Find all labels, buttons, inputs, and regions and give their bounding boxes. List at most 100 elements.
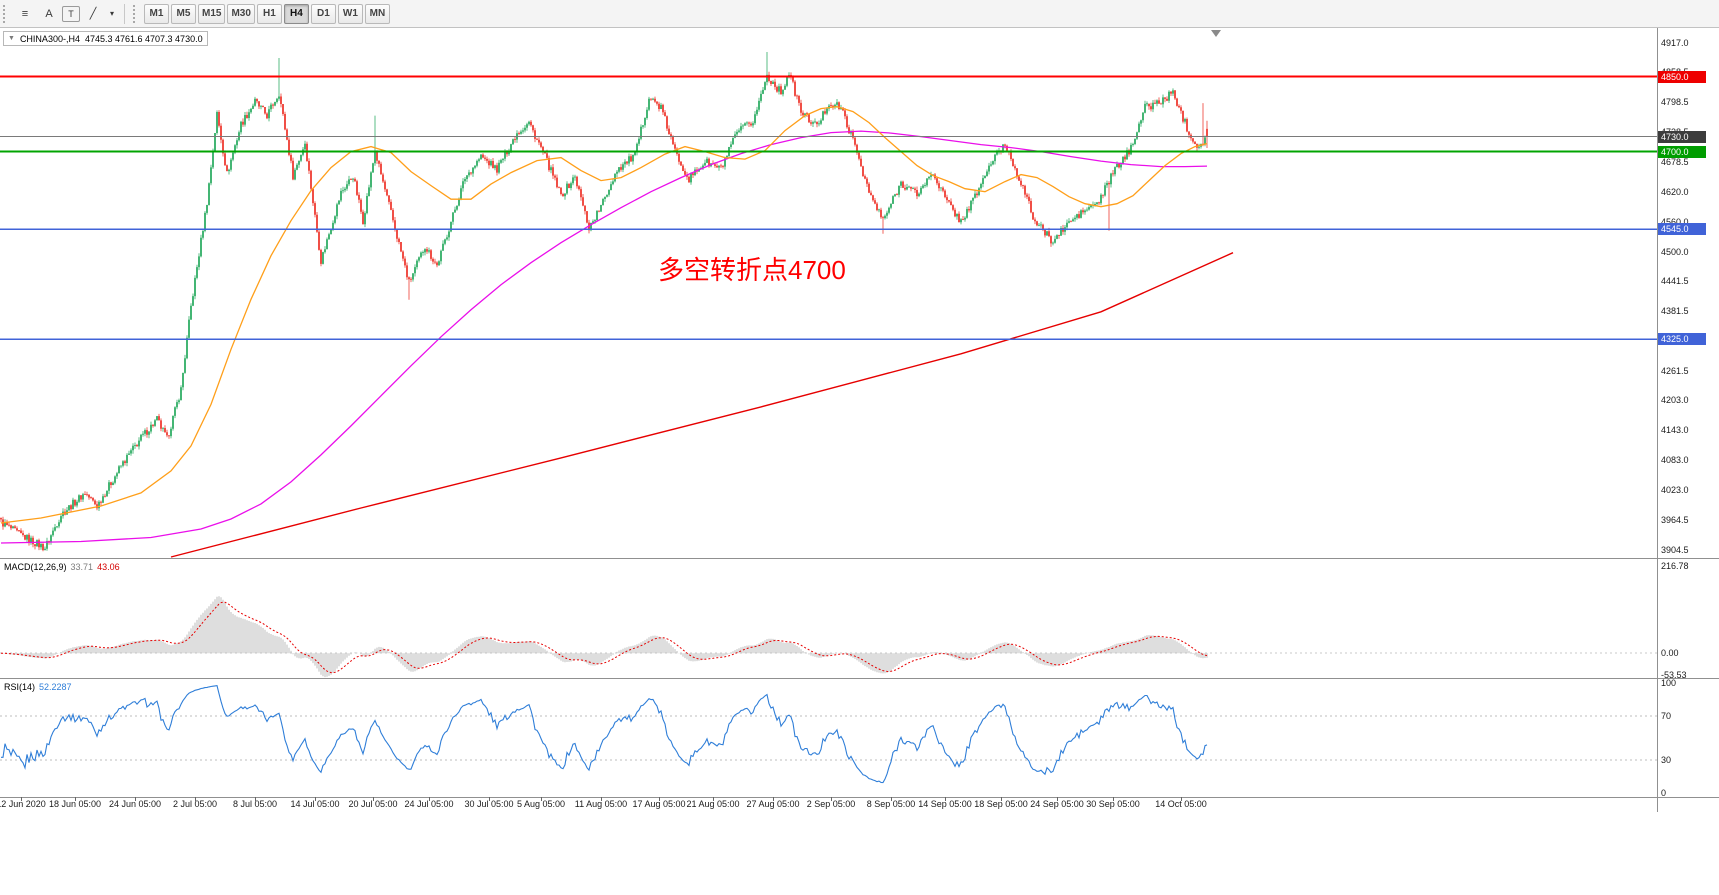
price-tick-4441.5: 4441.5 xyxy=(1661,276,1689,286)
timeframe-m1-button[interactable]: M1 xyxy=(144,3,169,24)
price-tick-4203.0: 4203.0 xyxy=(1661,395,1689,405)
macd-main-value: 33.71 xyxy=(70,562,94,572)
line-studies-toolbar: ≡ A T ╱ ▾ xyxy=(13,3,119,25)
rsi-label: RSI(14) 52.2287 xyxy=(4,682,72,692)
time-tick xyxy=(1057,797,1058,801)
time-tick xyxy=(891,797,892,801)
rsi-axis-70: 70 xyxy=(1661,711,1672,721)
price-marker-4700.0: 4700.0 xyxy=(1658,146,1706,158)
time-tick xyxy=(541,797,542,801)
timeframe-h1-button[interactable]: H1 xyxy=(256,3,282,24)
price-tick-4500.0: 4500.0 xyxy=(1661,247,1689,257)
time-label: 27 Aug 05:00 xyxy=(746,799,800,809)
rsi-axis-30: 30 xyxy=(1661,755,1672,765)
toolbar-drag-handle-2[interactable] xyxy=(133,4,139,23)
timeframe-mn-button[interactable]: MN xyxy=(364,3,390,24)
macd-axis-216.78: 216.78 xyxy=(1661,561,1689,571)
tools-dropdown-button[interactable]: ▾ xyxy=(106,3,118,25)
time-label: 24 Jun 05:00 xyxy=(108,799,162,809)
time-label: 21 Aug 05:00 xyxy=(686,799,740,809)
price-tick-3904.5: 3904.5 xyxy=(1661,545,1689,555)
timeframe-d1-button[interactable]: D1 xyxy=(310,3,336,24)
price-tick-4917.0: 4917.0 xyxy=(1661,38,1689,48)
panel-separator-rsi[interactable] xyxy=(0,678,1719,679)
symbol-label: CHINA300-,H4 xyxy=(19,33,80,44)
timeframes-toolbar: M1 M5 M15 M30 H1 H4 D1 W1 MN xyxy=(143,3,391,24)
time-tick xyxy=(195,797,196,801)
price-tick-4381.5: 4381.5 xyxy=(1661,306,1689,316)
timeframe-w1-button[interactable]: W1 xyxy=(337,3,363,24)
time-label: 2 Jul 05:00 xyxy=(172,799,218,809)
toolbar-separator xyxy=(124,3,125,24)
rsi-title: RSI(14) xyxy=(4,682,36,692)
rsi-line xyxy=(1,684,1208,784)
macd-signal-line xyxy=(1,601,1208,674)
ma-fast-line xyxy=(0,105,1208,524)
chart-objects-button[interactable]: ≡ xyxy=(14,3,36,25)
timeframe-h4-button[interactable]: H4 xyxy=(283,3,309,24)
time-tick xyxy=(135,797,136,801)
time-label: 30 Jul 05:00 xyxy=(464,799,514,809)
time-tick xyxy=(315,797,316,801)
macd-title: MACD(12,26,9) xyxy=(4,562,67,572)
macd-axis--53.53: -53.53 xyxy=(1661,670,1687,680)
symbol-header: ▼ CHINA300-,H4 4745.3 4761.6 4707.3 4730… xyxy=(3,31,208,46)
time-label: 12 Jun 2020 xyxy=(0,799,46,809)
time-axis-separator xyxy=(0,797,1719,798)
price-marker-4730.0: 4730.0 xyxy=(1658,131,1706,143)
toolbar-drag-handle[interactable] xyxy=(3,4,9,23)
toolbar: ≡ A T ╱ ▾ M1 M5 M15 M30 H1 H4 D1 W1 MN xyxy=(0,0,1719,28)
time-tick xyxy=(373,797,374,801)
time-tick xyxy=(21,797,22,801)
macd-panel[interactable] xyxy=(0,559,1657,678)
text-tool-button[interactable]: A xyxy=(38,3,60,25)
macd-signal-value: 43.06 xyxy=(97,562,120,572)
price-marker-4850.0: 4850.0 xyxy=(1658,71,1706,83)
trendline-tool-button[interactable]: ╱ xyxy=(82,3,104,25)
timeframe-m15-button[interactable]: M15 xyxy=(198,3,226,24)
time-label: 17 Aug 05:00 xyxy=(632,799,686,809)
time-label: 11 Aug 05:00 xyxy=(574,799,628,809)
price-tick-4798.5: 4798.5 xyxy=(1661,97,1689,107)
macd-histogram xyxy=(2,596,1208,678)
time-tick xyxy=(601,797,602,801)
time-tick xyxy=(75,797,76,801)
price-axis-border xyxy=(1657,28,1658,812)
main-price-chart[interactable] xyxy=(0,28,1657,558)
time-label: 20 Jul 05:00 xyxy=(348,799,398,809)
price-marker-4545.0: 4545.0 xyxy=(1658,223,1706,235)
rsi-panel[interactable] xyxy=(0,679,1657,797)
time-label: 2 Sep 05:00 xyxy=(806,799,856,809)
time-tick xyxy=(945,797,946,801)
time-tick xyxy=(429,797,430,801)
time-label: 8 Jul 05:00 xyxy=(232,799,278,809)
ma-mid-line xyxy=(0,130,1208,544)
rsi-axis-0: 0 xyxy=(1661,788,1667,798)
time-label: 14 Oct 05:00 xyxy=(1155,799,1207,809)
chart-shift-marker[interactable] xyxy=(1211,30,1221,37)
price-marker-4325.0: 4325.0 xyxy=(1658,333,1706,345)
macd-label: MACD(12,26,9) 33.71 43.06 xyxy=(4,562,120,572)
price-tick-4261.5: 4261.5 xyxy=(1661,366,1689,376)
time-label: 14 Jul 05:00 xyxy=(290,799,340,809)
timeframe-m5-button[interactable]: M5 xyxy=(171,3,196,24)
time-label: 5 Aug 05:00 xyxy=(516,799,566,809)
one-click-trading-toggle[interactable]: ▼ xyxy=(8,35,15,42)
price-tick-4560.0: 4560.0 xyxy=(1661,217,1689,227)
price-tick-4678.5: 4678.5 xyxy=(1661,157,1689,167)
price-tick-3964.5: 3964.5 xyxy=(1661,515,1689,525)
time-tick xyxy=(1113,797,1114,801)
time-tick xyxy=(1001,797,1002,801)
timeframe-m30-button[interactable]: M30 xyxy=(227,3,255,24)
time-label: 14 Sep 05:00 xyxy=(918,799,972,809)
time-label: 18 Sep 05:00 xyxy=(974,799,1028,809)
panel-separator-macd[interactable] xyxy=(0,558,1719,559)
price-tick-4620.0: 4620.0 xyxy=(1661,187,1689,197)
ma-slow-line xyxy=(170,252,1234,558)
macd-axis-0.00: 0.00 xyxy=(1661,648,1679,658)
time-tick xyxy=(713,797,714,801)
text-label-tool-button[interactable]: T xyxy=(62,5,80,22)
chart-text-annotation[interactable]: 多空转折点4700 xyxy=(658,255,846,285)
ohlc-values: 4745.3 4761.6 4707.3 4730.0 xyxy=(84,33,203,44)
